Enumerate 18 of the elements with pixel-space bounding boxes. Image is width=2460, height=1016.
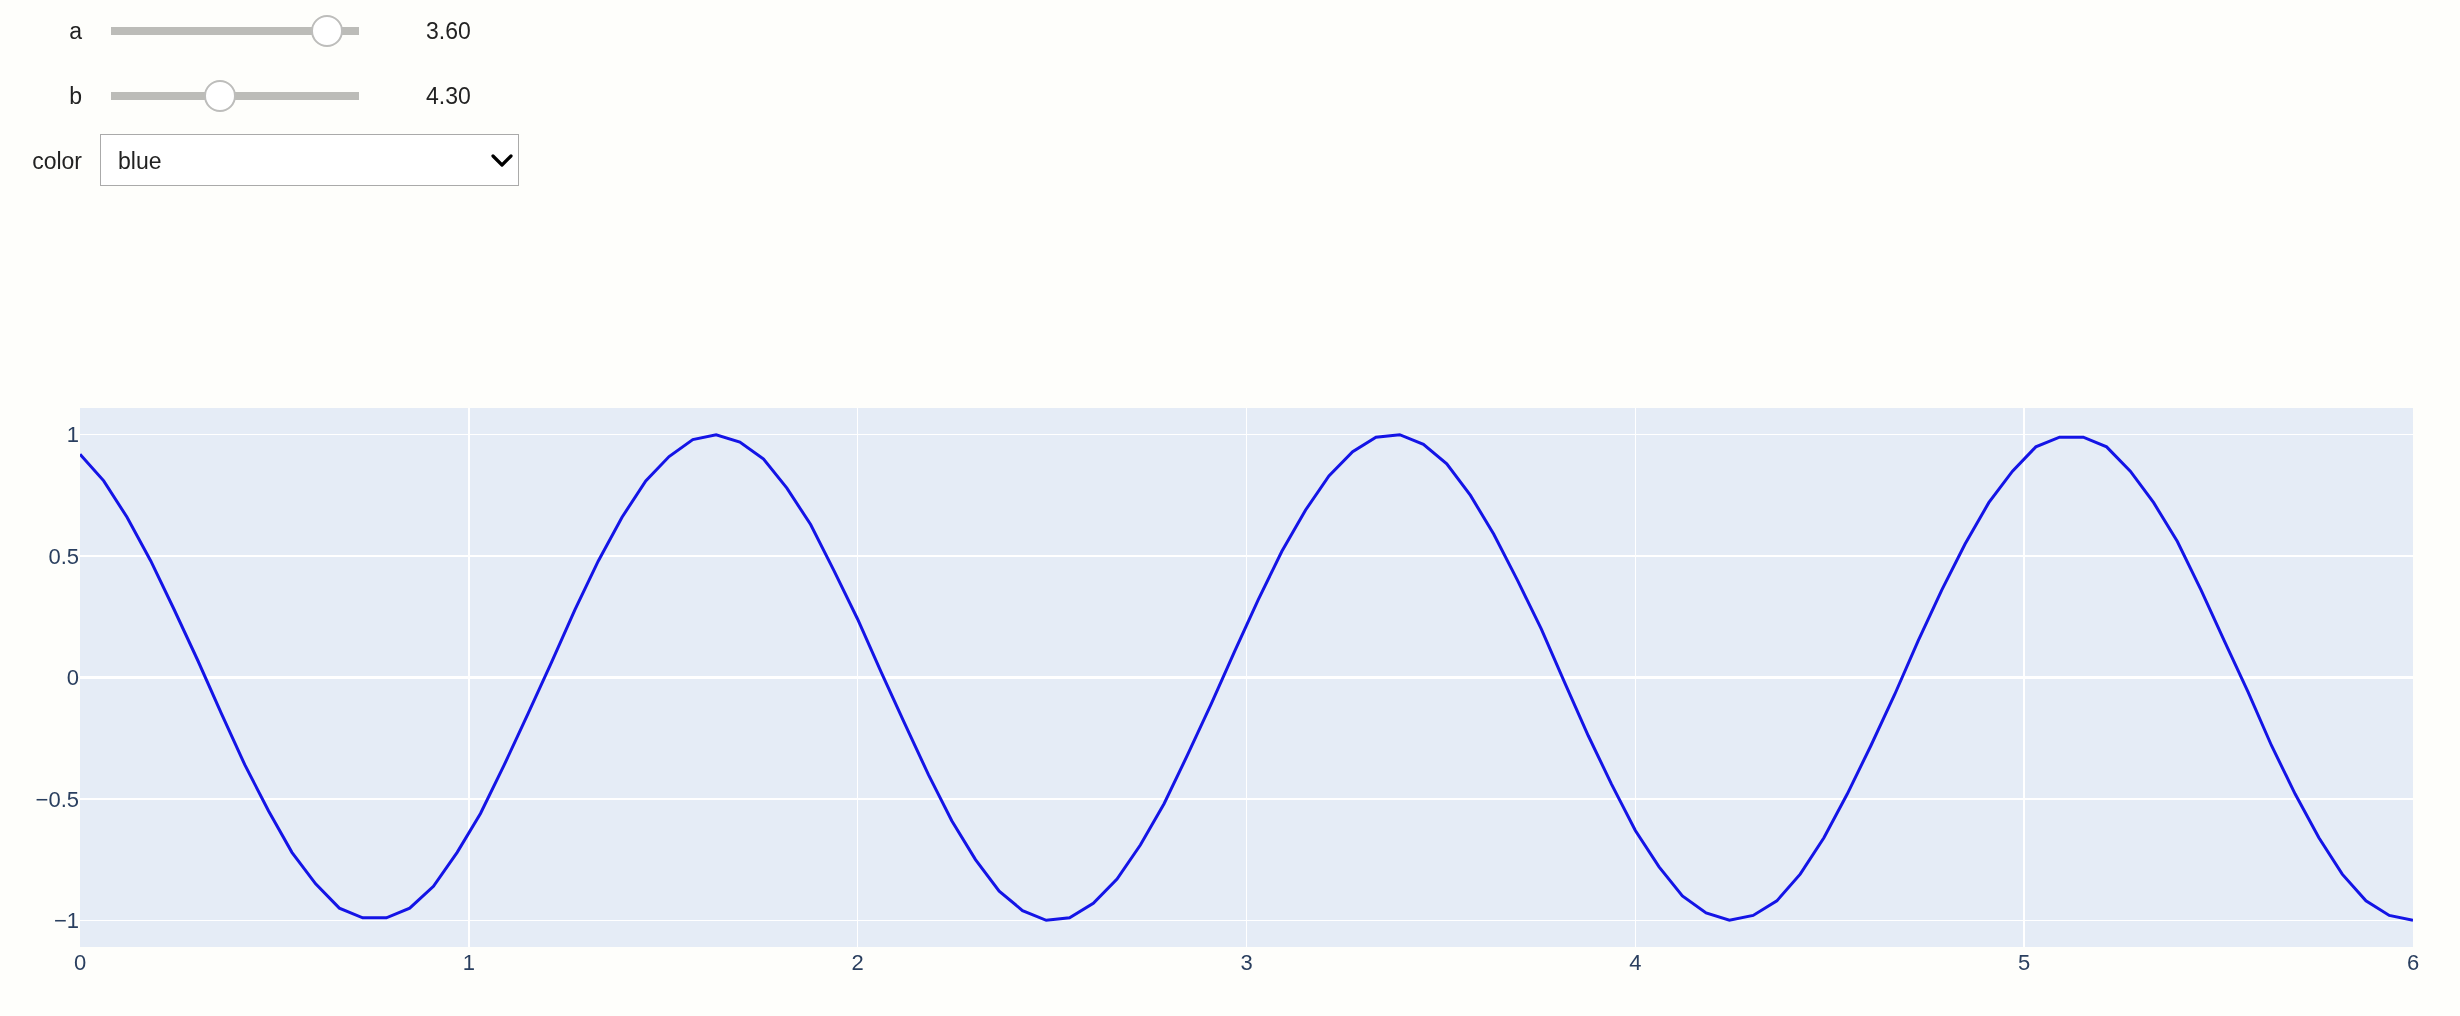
text: b xyxy=(68,82,82,111)
text: a xyxy=(68,17,82,46)
y-tick-label: 1 xyxy=(66,422,79,448)
x-tick-label: 2 xyxy=(851,950,864,975)
y-tick-label: −1 xyxy=(53,907,79,933)
y-tick-label: 0.5 xyxy=(48,543,79,569)
x-tick-label: 3 xyxy=(1240,950,1253,975)
text: color xyxy=(31,147,82,176)
x-tick-label: 5 xyxy=(2018,950,2031,975)
dropdown: blue xyxy=(100,134,519,186)
y-tick-label: 0 xyxy=(66,665,79,691)
y-tick-label: −0.5 xyxy=(35,786,79,812)
x-tick-label: 1 xyxy=(462,950,475,975)
x-tick-label: 6 xyxy=(2406,950,2420,975)
text: 4.30 xyxy=(426,82,471,111)
x-tick-label: 4 xyxy=(1629,950,1642,975)
line-series xyxy=(80,433,2413,922)
text: 3.60 xyxy=(426,17,471,46)
